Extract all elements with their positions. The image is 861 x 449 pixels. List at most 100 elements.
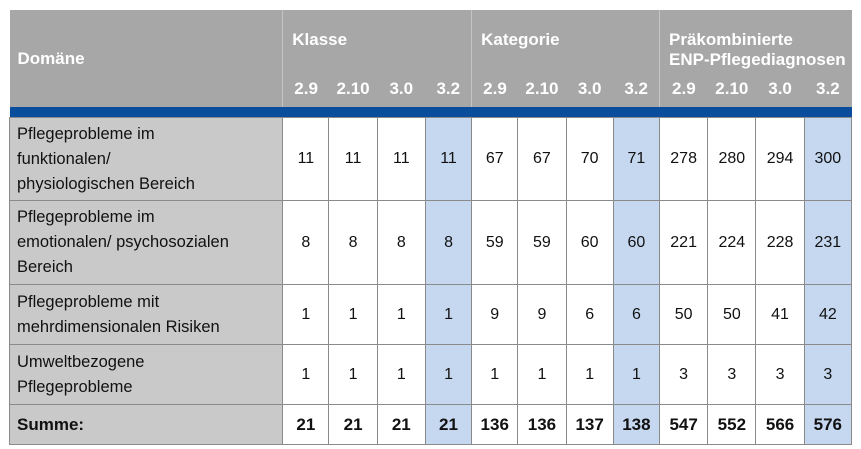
header-version-1-1: 2.9: [282, 71, 329, 107]
row-domain-line: Pflegeprobleme: [17, 377, 133, 396]
header-version-1-2: 2.10: [328, 71, 378, 107]
value-cell: 50: [659, 284, 709, 345]
value-cell: 1: [612, 344, 661, 405]
row-domain-line: Pflegeprobleme im: [17, 208, 155, 226]
sum-value-cell: 136: [471, 404, 519, 445]
value-cell: 71: [612, 117, 661, 201]
row-domain-line: emotionalen/ psychosozialen: [17, 233, 229, 251]
value-cell: 60: [565, 200, 614, 285]
value-cell: 41: [755, 284, 805, 345]
value-cell: 59: [517, 200, 567, 285]
table-body: Pflegeprobleme im funktionalen/physiologi…: [8, 117, 853, 445]
table-row: Pflegeprobleme im funktionalen/physiologi…: [8, 117, 853, 201]
header-divider-bar: [9, 107, 852, 118]
sum-row: Summe: 21 21 21 21 136 136 137 138 547 552 566 576: [8, 404, 853, 445]
row-domain-line: Bereich: [17, 258, 73, 276]
header-version-2-2: 2.10: [517, 71, 567, 107]
value-cell: 294: [755, 117, 805, 201]
sum-value-cell: 137: [565, 404, 614, 445]
divider-bar: [9, 107, 852, 118]
header-group-kategorie: Kategorie: [471, 10, 661, 71]
value-cell: 70: [565, 117, 614, 201]
row-domain-cell: Pflegeprobleme mit mehrdimensionalen Risi…: [8, 284, 284, 345]
enp-table-container: Domäne Klasse Kategorie Präkombinierte E…: [8, 10, 853, 445]
sum-value-cell: 576: [803, 404, 853, 445]
value-cell: 3: [755, 344, 805, 405]
value-cell: 9: [471, 284, 519, 345]
value-cell: 8: [376, 200, 426, 285]
header-version-2-1: 2.9: [471, 71, 518, 107]
row-domain-line: funktionalen/: [17, 149, 111, 168]
value-cell: 1: [517, 344, 567, 405]
value-cell: 11: [376, 117, 426, 201]
value-cell: 1: [282, 344, 330, 405]
header-group-praekombiniert-line2: ENP-Pflegediagnosen: [669, 50, 846, 69]
value-cell: 3: [707, 344, 757, 405]
value-cell: 67: [471, 117, 519, 201]
value-cell: 3: [659, 344, 709, 405]
header-version-3-1: 2.9: [659, 71, 708, 107]
value-cell: 6: [612, 284, 661, 345]
header-version-1-3: 3.0: [377, 71, 426, 107]
value-cell: 9: [517, 284, 567, 345]
value-cell: 1: [376, 344, 426, 405]
sum-value-cell: 21: [328, 404, 378, 445]
value-cell: 3: [803, 344, 853, 405]
header-version-2-4: 3.2: [613, 71, 661, 107]
table-row: Pflegeprobleme mit mehrdimensionalen Risi…: [8, 284, 853, 345]
value-cell: 8: [424, 200, 473, 285]
value-cell: 1: [471, 344, 519, 405]
enp-statistics-table: Domäne Klasse Kategorie Präkombinierte E…: [8, 10, 853, 445]
header-version-1-4: 3.2: [425, 71, 473, 107]
value-cell: 11: [282, 117, 330, 201]
table-row: Pflegeprobleme im emotionalen/ psychosozi…: [8, 200, 853, 285]
value-cell: 1: [424, 284, 473, 345]
value-cell: 1: [328, 284, 378, 345]
value-cell: 1: [565, 344, 614, 405]
header-domain: Domäne: [9, 10, 284, 107]
header-group-praekombiniert: Präkombinierte ENP-Pflegediagnosen: [659, 10, 852, 71]
value-cell: 6: [565, 284, 614, 345]
value-cell: 50: [707, 284, 757, 345]
value-cell: 11: [424, 117, 473, 201]
row-domain-line: Pflegeprobleme im: [17, 124, 155, 143]
value-cell: 8: [282, 200, 330, 285]
value-cell: 278: [659, 117, 709, 201]
value-cell: 11: [328, 117, 378, 201]
value-cell: 280: [707, 117, 757, 201]
header-row-versions: 2.9 2.10 3.0 3.2 2.9 2.10 3.0 3.2 2.9 2.10 3.0 3.2: [10, 71, 852, 107]
header-version-3-3: 3.0: [755, 71, 805, 107]
header-row-groups: Domäne Klasse Kategorie Präkombinierte E…: [9, 10, 852, 107]
value-cell: 67: [517, 117, 567, 201]
sum-value-cell: 566: [755, 404, 805, 445]
row-domain-line: physiologischen Bereich: [17, 174, 195, 193]
table-row: Umweltbezogene Pflegeprobleme 1 1 1 1 1 1 1 1 3 3 3 3: [8, 344, 853, 405]
value-cell: 221: [659, 200, 709, 285]
header-group-klasse: Klasse: [282, 10, 473, 71]
sum-value-cell: 21: [376, 404, 426, 445]
row-domain-cell: Pflegeprobleme im funktionalen/physiologi…: [8, 117, 284, 201]
value-cell: 1: [376, 284, 426, 345]
row-domain-line: Pflegeprobleme mit: [17, 292, 160, 311]
sum-value-cell: 136: [517, 404, 567, 445]
row-domain-line: mehrdimensionalen Risiken: [17, 317, 220, 336]
value-cell: 1: [424, 344, 473, 405]
sum-value-cell: 547: [659, 404, 709, 445]
value-cell: 1: [282, 284, 330, 345]
value-cell: 231: [803, 200, 853, 285]
sum-value-cell: 21: [424, 404, 473, 445]
sum-label: Summe:: [8, 404, 284, 445]
sum-value-cell: 21: [282, 404, 330, 445]
row-domain-cell: Pflegeprobleme im emotionalen/ psychosozi…: [8, 200, 284, 285]
row-domain-line: Umweltbezogene: [17, 352, 145, 371]
value-cell: 59: [471, 200, 519, 285]
row-domain-cell: Umweltbezogene Pflegeprobleme: [8, 344, 284, 405]
value-cell: 228: [755, 200, 805, 285]
value-cell: 224: [707, 200, 757, 285]
header-version-3-4: 3.2: [804, 71, 852, 107]
value-cell: 300: [803, 117, 853, 201]
header-version-3-2: 2.10: [707, 71, 756, 107]
value-cell: 8: [328, 200, 378, 285]
value-cell: 60: [612, 200, 661, 285]
value-cell: 1: [328, 344, 378, 405]
